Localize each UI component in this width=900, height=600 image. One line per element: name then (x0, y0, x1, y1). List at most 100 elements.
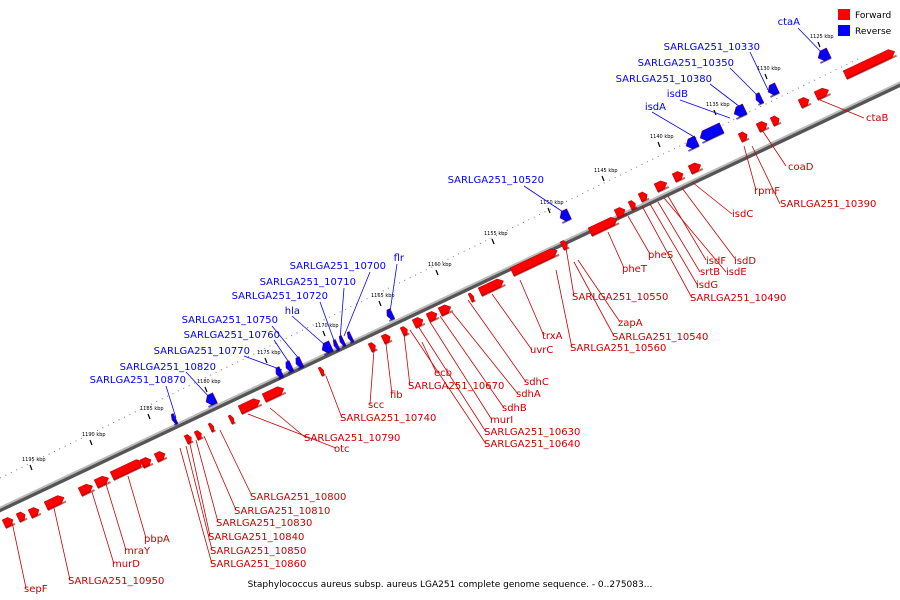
reverse-gene-label: SARLGA251_10710 (260, 277, 356, 288)
reverse-gene-label: SARLGA251_10700 (290, 261, 386, 272)
reverse-gene-label: SARLGA251_10870 (90, 375, 186, 386)
forward-feature (467, 292, 476, 303)
forward-feature (317, 366, 326, 377)
tick-mark (764, 73, 768, 80)
legend-forward-swatch (838, 9, 850, 20)
forward-feature (509, 248, 560, 277)
label-leaders (11, 27, 865, 589)
forward-feature (437, 304, 454, 317)
forward-feature (477, 278, 506, 297)
forward-gene-label: uvrC (530, 345, 553, 356)
forward-feature (797, 97, 812, 109)
reverse-gene-label: SARLGA251_10720 (232, 291, 328, 302)
reverse-gene-label: SARLGA251_10760 (184, 330, 280, 341)
reverse-gene-label: SARLGA251_10820 (120, 362, 216, 373)
scale-track: 1125 kbp 1130 kbp 1135 kbp 1140 kbp 1145 kbp… (0, 34, 861, 479)
legend: Forward Reverse (838, 9, 892, 37)
legend-forward-label: Forward (855, 11, 891, 21)
forward-feature (367, 342, 378, 353)
reverse-gene-label: SARLGA251_10520 (448, 175, 544, 186)
map-caption: Staphylococcus aureus subsp. aureus LGA2… (248, 580, 653, 590)
reverse-gene-label: isdA (645, 102, 666, 113)
tick-label: 1140 kbp (650, 134, 674, 140)
forward-gene-label: coaD (788, 162, 814, 173)
forward-feature (687, 162, 704, 175)
tick-label: 1130 kbp (757, 66, 781, 72)
forward-feature (15, 511, 28, 523)
forward-gene-label: trxA (542, 331, 563, 342)
tick-mark (264, 357, 268, 364)
tick-mark (29, 464, 33, 471)
feature-track (1, 47, 898, 529)
forward-gene-label: SARLGA251_10640 (484, 439, 580, 450)
forward-gene-label: srtB (700, 267, 720, 278)
reverse-feature (295, 356, 305, 370)
feature-labels: ctaA SARLGA251_10330 SARLGA251_10350 SARLGA… (24, 17, 889, 595)
reverse-feature (767, 82, 780, 98)
forward-feature (842, 49, 898, 80)
forward-gene-label: pheT (622, 264, 648, 275)
forward-feature (587, 217, 620, 237)
forward-gene-label: SARLGA251_10840 (208, 532, 304, 543)
forward-gene-label: SARLGA251_10670 (408, 381, 504, 392)
tick-mark (322, 330, 326, 337)
reverse-gene-label: SARLGA251_10350 (638, 58, 734, 69)
reverse-feature (386, 308, 396, 322)
tick-mark (817, 41, 821, 48)
forward-gene-label: zapA (618, 318, 643, 329)
forward-gene-label: SARLGA251_10630 (484, 427, 580, 438)
reverse-gene-label: flr (394, 253, 405, 264)
tick-mark (491, 238, 495, 245)
reverse-gene-label: SARLGA251_10380 (616, 74, 712, 85)
tick-mark (378, 300, 382, 307)
forward-gene-label: SARLGA251_10550 (572, 292, 668, 303)
tick-label: 1125 kbp (810, 34, 834, 40)
forward-gene-label: sdhC (524, 377, 549, 388)
reverse-feature (338, 335, 347, 348)
legend-reverse-label: Reverse (855, 27, 892, 37)
reverse-feature (321, 340, 334, 356)
reverse-gene-label: ctaA (778, 17, 801, 28)
tick-mark (204, 386, 208, 393)
tick-mark (89, 439, 93, 446)
forward-gene-label: SARLGA251_10860 (210, 559, 306, 570)
reverse-feature (170, 413, 179, 426)
tick-label: 1155 kbp (484, 231, 508, 237)
forward-feature (769, 115, 782, 127)
reverse-feature (733, 103, 748, 120)
reverse-gene-label: SARLGA251_10330 (664, 42, 760, 53)
tick-mark (435, 269, 439, 276)
forward-feature (813, 87, 832, 101)
tick-label: 1175 kbp (257, 350, 281, 356)
forward-gene-label: isdE (726, 267, 747, 278)
forward-feature (613, 207, 628, 219)
reverse-gene-label: SARLGA251_10770 (154, 346, 250, 357)
forward-gene-label: murI (490, 415, 513, 426)
reverse-feature (346, 331, 355, 344)
forward-gene-label: SARLGA251_10850 (210, 546, 306, 557)
forward-feature (109, 459, 146, 481)
forward-feature (653, 180, 670, 193)
forward-feature (27, 507, 42, 519)
forward-gene-label: fib (390, 390, 403, 401)
forward-feature (425, 311, 440, 323)
tick-label: 1145 kbp (594, 168, 618, 174)
genome-backbone (0, 81, 900, 513)
forward-gene-label: SARLGA251_10830 (216, 518, 312, 529)
forward-feature (671, 171, 686, 183)
forward-gene-label: SARLGA251_10800 (250, 492, 346, 503)
forward-feature (237, 398, 263, 415)
tick-mark (147, 413, 151, 420)
forward-feature (399, 326, 410, 337)
tick-label: 1165 kbp (371, 293, 395, 299)
forward-gene-label: sdhA (516, 389, 541, 400)
forward-gene-label: SARLGA251_10740 (340, 413, 436, 424)
tick-label: 1170 kbp (315, 323, 339, 329)
forward-feature (411, 317, 426, 329)
forward-gene-label: SARLGA251_10390 (780, 199, 876, 210)
forward-gene-label: SARLGA251_10790 (304, 433, 400, 444)
forward-feature (93, 475, 112, 489)
forward-feature (227, 414, 236, 425)
forward-gene-label: sepF (24, 584, 48, 595)
tick-label: 1135 kbp (706, 102, 730, 108)
